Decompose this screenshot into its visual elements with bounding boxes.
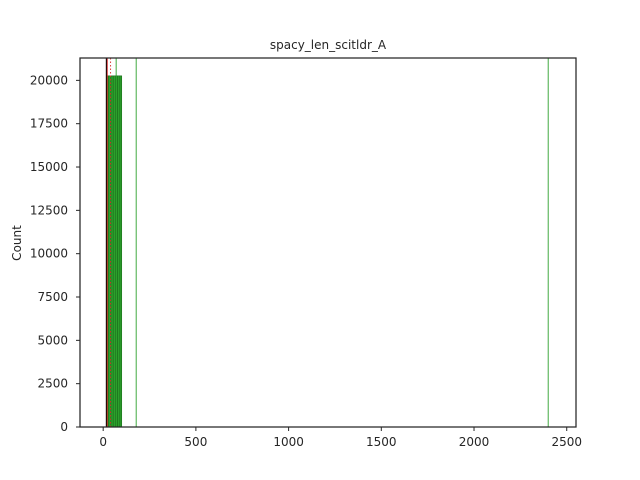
y-tick-label-2: 5000 [37, 333, 68, 347]
x-tick-label-0: 0 [99, 435, 107, 449]
y-tick-label-6: 15000 [30, 160, 68, 174]
y-tick-label-7: 17500 [30, 117, 68, 131]
y-tick-label-3: 7500 [37, 290, 68, 304]
chart-title: spacy_len_scitldr_A [270, 38, 387, 52]
x-tick-label-4: 2000 [459, 435, 490, 449]
x-tick-label-5: 2500 [551, 435, 582, 449]
x-axis: 0 500 1000 1500 2000 2500 [99, 427, 582, 449]
axes-frame [79, 57, 577, 428]
histogram-bar-6 [119, 75, 123, 428]
y-tick-label-4: 10000 [30, 247, 68, 261]
y-tick-label-1: 2500 [37, 377, 68, 391]
y-axis-label: Count [10, 225, 24, 261]
y-tick-label-8: 20000 [30, 73, 68, 87]
histogram-bar-3 [112, 75, 116, 428]
histogram-bar-2 [110, 75, 114, 428]
plot-area [105, 58, 549, 428]
x-tick-label-3: 1500 [366, 435, 397, 449]
x-tick-label-1: 500 [184, 435, 207, 449]
histogram-bar-5 [117, 75, 121, 428]
y-tick-label-5: 12500 [30, 203, 68, 217]
y-axis: 0 2500 5000 7500 10000 12500 15000 17500 20000 [30, 73, 80, 434]
x-tick-label-2: 1000 [273, 435, 304, 449]
y-tick-label-0: 0 [60, 420, 68, 434]
